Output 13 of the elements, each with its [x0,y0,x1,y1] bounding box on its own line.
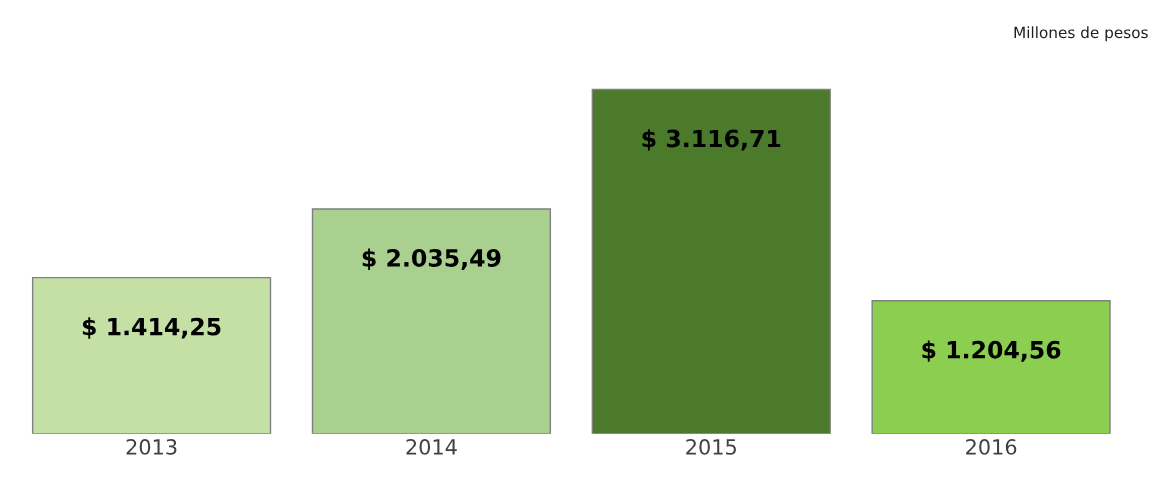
bar [311,208,552,434]
x-tick-label: 2014 [406,439,457,455]
x-tick-label: 2013 [126,439,177,455]
text: Millones de pesos [1014,26,1148,42]
data-label: $ 1.204,56 [922,340,1061,362]
data-label: $ 2.035,49 [362,248,501,271]
bar [871,300,1111,434]
data-label: $ 1.414,25 [82,317,221,339]
bar [591,88,831,434]
x-tick-label: 2015 [686,439,736,455]
x-tick-label: 2016 [966,439,1017,455]
bar [31,276,272,434]
data-label: $ 3.116,71 [642,129,781,151]
